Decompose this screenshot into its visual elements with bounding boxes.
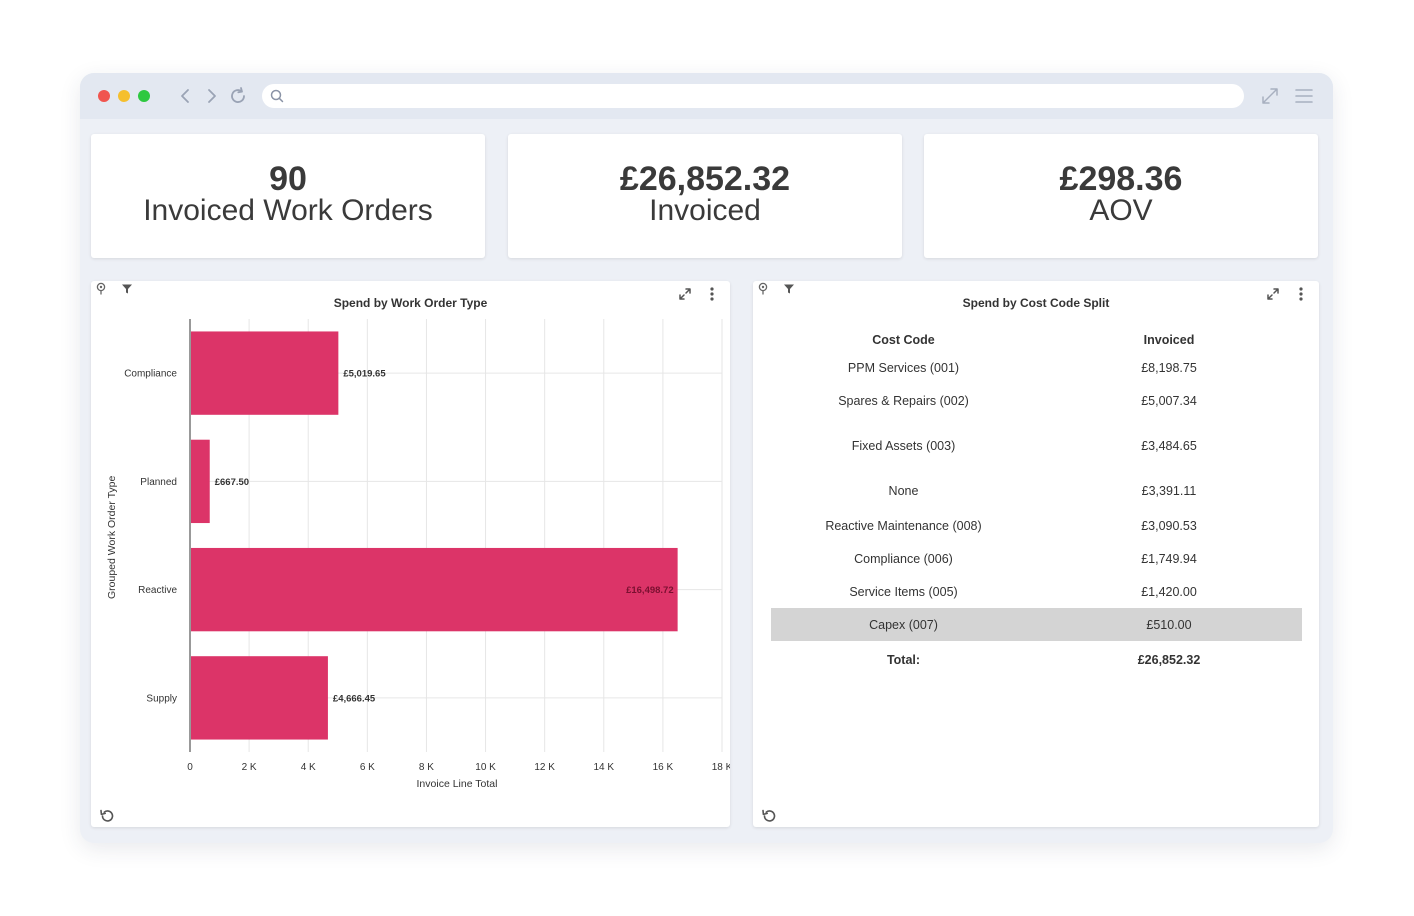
x-tick-label: 12 K	[534, 762, 555, 773]
table-row[interactable]: Spares & Repairs (002) £5,007.34	[771, 383, 1302, 419]
close-window-button[interactable]	[98, 90, 110, 102]
kpi-card-work-orders: 90 Invoiced Work Orders	[91, 134, 485, 258]
table-row-highlighted[interactable]: Capex (007) £510.00	[771, 608, 1302, 641]
forward-icon[interactable]	[200, 85, 222, 107]
x-tick-label: 18 K	[712, 762, 730, 773]
invoiced-cell: £3,090.53	[1141, 518, 1197, 533]
invoiced-cell: £510.00	[1036, 608, 1302, 641]
data-label: £5,019.65	[343, 369, 386, 380]
y-tick-label: Supply	[146, 693, 177, 704]
x-tick-label: 14 K	[593, 762, 614, 773]
filter-icon[interactable]	[121, 283, 133, 295]
cost-code-split-panel: Spend by Cost Code Split Cost Code Invoi…	[753, 281, 1319, 827]
undo-icon[interactable]	[761, 808, 777, 824]
data-label: £667.50	[215, 477, 249, 488]
y-tick-label: Reactive	[138, 585, 177, 596]
pin-icon[interactable]	[757, 282, 769, 296]
invoiced-cell: £5,007.34	[1141, 394, 1197, 408]
invoiced-cell: £8,198.75	[1141, 361, 1197, 375]
y-axis-title: Grouped Work Order Type	[106, 476, 118, 599]
table-row[interactable]: Service Items (005) £1,420.00	[771, 575, 1302, 608]
table-total-row: Total: £26,852.32	[771, 641, 1302, 679]
reload-icon[interactable]	[227, 85, 249, 107]
x-axis-label: Invoice Line Total	[417, 778, 498, 790]
panel-title: Spend by Work Order Type	[333, 296, 488, 310]
x-tick-label: 4 K	[301, 762, 316, 773]
invoiced-cell: £3,391.11	[1141, 484, 1197, 498]
bar-planned	[190, 439, 210, 524]
kpi-card-invoiced: £26,852.32 Invoiced	[508, 134, 902, 258]
y-axis-label: Grouped Work Order Type	[106, 476, 118, 599]
more-icon[interactable]	[1298, 286, 1304, 302]
x-tick-label: 0	[187, 762, 193, 773]
y-tick-label: Planned	[140, 477, 177, 488]
bar-chart: 0 2 K 4 K 6 K 8 K 10 K 12 K 14 K 16 K 18 K Complia…	[124, 319, 730, 790]
invoiced-cell: £3,484.65	[1141, 439, 1197, 453]
cost-code-cell: Compliance (006)	[854, 551, 953, 566]
search-icon	[270, 89, 284, 103]
data-label: £16,498.72	[626, 585, 674, 596]
kpi-label: Invoiced Work Orders	[143, 194, 433, 227]
kpi-label: Invoiced	[649, 194, 761, 227]
x-tick-label: 6 K	[360, 762, 375, 773]
kpi-value: £298.36	[1059, 160, 1183, 198]
address-bar[interactable]	[262, 84, 1244, 108]
cost-code-cell: Fixed Assets (003)	[851, 439, 956, 453]
pin-icon[interactable]	[95, 282, 107, 296]
column-header-cost-code: Cost Code	[872, 333, 935, 347]
invoiced-cell: £1,420.00	[1141, 584, 1197, 599]
kpi-value: £26,852.32	[619, 160, 791, 198]
browser-titlebar	[80, 73, 1333, 119]
data-label: £4,666.45	[333, 693, 376, 704]
total-value: £26,852.32	[1137, 653, 1201, 667]
bar-reactive	[190, 547, 678, 632]
x-tick-label: 10 K	[475, 762, 496, 773]
expand-icon[interactable]	[677, 286, 693, 302]
cost-code-cell: Service Items (005)	[849, 584, 958, 599]
table-row[interactable]: Fixed Assets (003) £3,484.65	[771, 419, 1302, 473]
kpi-label: AOV	[1089, 194, 1153, 227]
table-row[interactable]: None £3,391.11	[771, 473, 1302, 509]
bar-supply	[190, 656, 328, 740]
panel-title: Spend by Cost Code Split	[962, 296, 1110, 310]
hamburger-menu-icon[interactable]	[1293, 85, 1315, 107]
cost-code-cell: Spares & Repairs (002)	[838, 394, 969, 408]
browser-window: 90 Invoiced Work Orders £26,852.32 Invoi…	[80, 73, 1333, 843]
maximize-window-button[interactable]	[138, 90, 150, 102]
bar-compliance	[190, 331, 339, 415]
cost-code-cell: PPM Services (001)	[847, 361, 960, 375]
cost-code-cell: Reactive Maintenance (008)	[825, 518, 982, 533]
more-icon[interactable]	[709, 286, 715, 302]
invoiced-cell: £1,749.94	[1141, 551, 1197, 566]
cost-code-cell: None	[888, 484, 919, 498]
fullscreen-icon[interactable]	[1259, 85, 1281, 107]
total-label: Total:	[886, 653, 921, 667]
expand-icon[interactable]	[1265, 286, 1281, 302]
kpi-value: 90	[269, 160, 307, 198]
back-icon[interactable]	[175, 85, 197, 107]
column-header-invoiced: Invoiced	[1143, 333, 1195, 347]
table-row[interactable]: Compliance (006) £1,749.94	[771, 542, 1302, 575]
x-tick-label: 8 K	[419, 762, 434, 773]
undo-icon[interactable]	[99, 808, 115, 824]
kpi-card-aov: £298.36 AOV	[924, 134, 1318, 258]
x-tick-label: 2 K	[242, 762, 257, 773]
filter-icon[interactable]	[783, 283, 795, 295]
minimize-window-button[interactable]	[118, 90, 130, 102]
table-row[interactable]: PPM Services (001) £8,198.75	[771, 353, 1302, 383]
work-order-type-chart-panel: Spend by Work Order Type 0 2 K 4 K 6 K 8 K 10…	[91, 281, 730, 827]
y-tick-label: Compliance	[124, 369, 177, 380]
table-row[interactable]: Reactive Maintenance (008) £3,090.53	[771, 509, 1302, 542]
cost-code-table: Cost Code Invoiced PPM Services (001) £8…	[771, 327, 1302, 679]
x-tick-label: 16 K	[653, 762, 674, 773]
cost-code-cell: Capex (007)	[771, 608, 1036, 641]
